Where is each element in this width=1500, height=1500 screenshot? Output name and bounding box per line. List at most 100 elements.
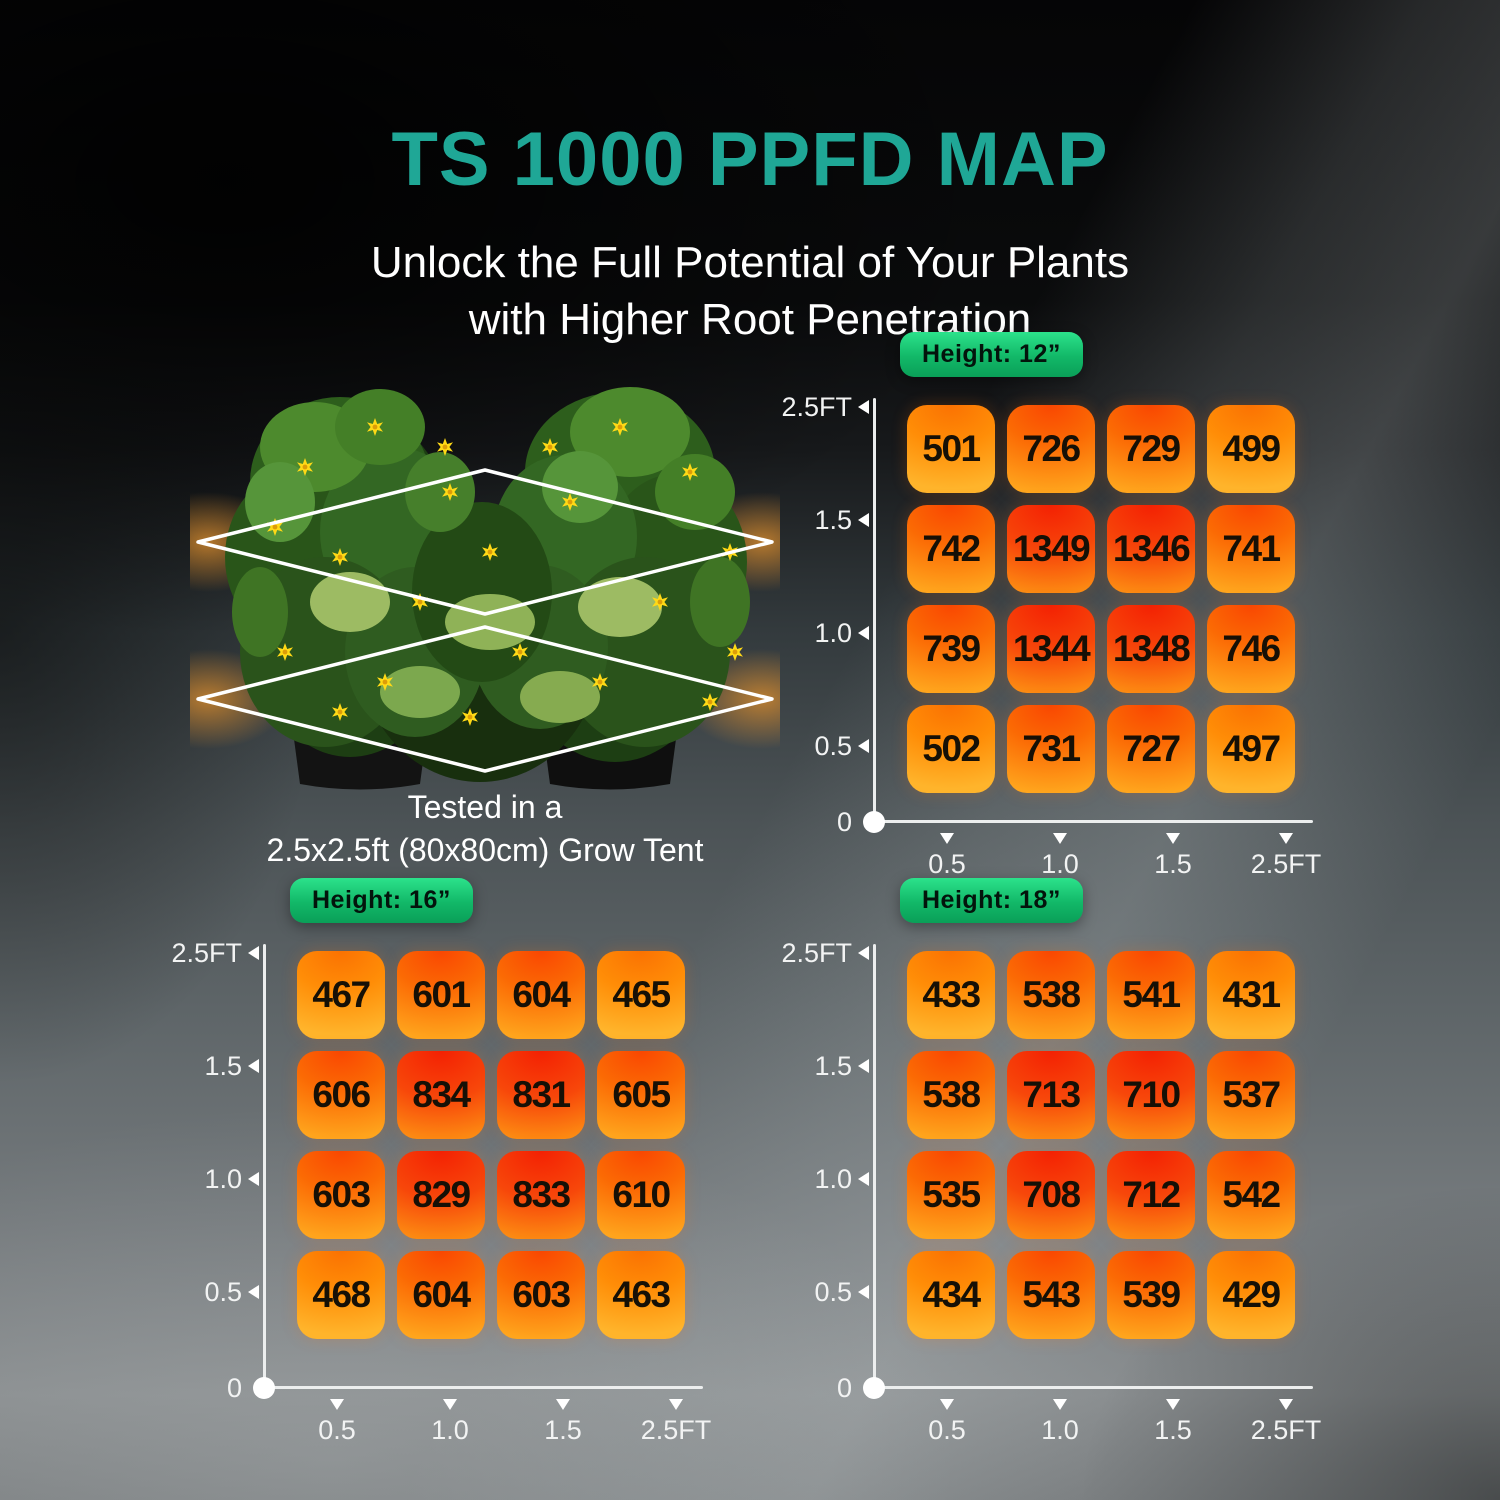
y-tick-icon [858,513,869,527]
y-axis-line [873,944,876,1389]
x-tick-icon [556,1399,570,1410]
x-axis-label: 2.5FT [1250,849,1322,879]
ppfd-cell: 610 [597,1151,685,1239]
y-axis-label: 0.5 [814,731,852,761]
ppfd-plot: 2.5FT 1.5 1.0 0.5 0 0.5 1.0 1.5 2.5FT 433 538 541 43… [770,938,1330,1474]
ppfd-cell: 727 [1107,705,1195,793]
ppfd-cell: 433 [907,951,995,1039]
ppfd-cell: 710 [1107,1051,1195,1139]
y-axis-origin-label: 0 [836,807,852,837]
ppfd-grid-height-18in: Height: 18” 2.5FT 1.5 1.0 0.5 0 0.5 1.0 1.5 2.5F… [770,876,1330,1476]
ppfd-cell: 502 [907,705,995,793]
ppfd-cell: 741 [1207,505,1295,593]
ppfd-cell: 604 [497,951,585,1039]
ppfd-cell: 713 [1007,1051,1095,1139]
ppfd-cell: 501 [907,405,995,493]
x-tick-icon [1279,1399,1293,1410]
x-tick-icon [330,1399,344,1410]
ppfd-cell: 604 [397,1251,485,1339]
ppfd-cell: 463 [597,1251,685,1339]
y-axis-label: 2.5FT [171,938,242,968]
x-tick-icon [669,1399,683,1410]
ppfd-plot: 2.5FT 1.5 1.0 0.5 0 0.5 1.0 1.5 2.5FT 467 601 604 46… [160,938,720,1474]
x-tick-icon [1166,833,1180,844]
ppfd-cell: 742 [907,505,995,593]
x-tick-icon [940,1399,954,1410]
y-tick-icon [248,1285,259,1299]
y-tick-icon [248,1172,259,1186]
y-axis-label: 2.5FT [781,938,852,968]
ppfd-cell: 605 [597,1051,685,1139]
y-tick-icon [858,1059,869,1073]
ppfd-cell: 603 [497,1251,585,1339]
ppfd-cell: 431 [1207,951,1295,1039]
ppfd-cell: 538 [1007,951,1095,1039]
ppfd-plot: 2.5FT 1.5 1.0 0.5 0 0.5 1.0 1.5 2.5FT 501 726 729 49… [770,392,1330,928]
light-plane-outlines [196,468,774,773]
x-axis-label: 1.5 [1154,849,1192,879]
y-axis-label: 0.5 [204,1277,242,1307]
ppfd-cell: 829 [397,1151,485,1239]
x-axis-label: 1.5 [1154,1415,1192,1445]
y-axis-line [263,944,266,1389]
ppfd-cell: 708 [1007,1151,1095,1239]
ppfd-cell: 465 [597,951,685,1039]
y-axis-origin-label: 0 [836,1373,852,1403]
ppfd-cell: 729 [1107,405,1195,493]
ppfd-cell: 601 [397,951,485,1039]
x-axis-line [263,1386,703,1389]
ppfd-cell: 429 [1207,1251,1295,1339]
figure-caption-line-2: 2.5x2.5ft (80x80cm) Grow Tent [266,832,704,868]
ppfd-cell: 535 [907,1151,995,1239]
x-axis-label: 2.5FT [1250,1415,1322,1445]
ppfd-grid-height-12in: Height: 12” 2.5FT 1.5 1.0 0.5 0 0.5 1.0 1.5 2.5F… [770,330,1330,930]
y-tick-icon [858,739,869,753]
x-axis-label: 1.0 [431,1415,469,1445]
figure-caption-line-1: Tested in a [407,789,563,825]
plants-illustration [190,352,780,792]
y-tick-icon [858,946,869,960]
ppfd-cell: 1349 [1007,505,1095,593]
x-axis-label: 0.5 [318,1415,356,1445]
height-badge: Height: 16” [290,878,473,923]
ppfd-grid-height-16in: Height: 16” 2.5FT 1.5 1.0 0.5 0 0.5 1.0 1.5 2.5F… [160,876,720,1476]
x-axis-label: 1.5 [544,1415,582,1445]
x-axis-label: 1.0 [1041,849,1079,879]
ppfd-cell: 538 [907,1051,995,1139]
height-badge: Height: 18” [900,878,1083,923]
y-axis-label: 1.0 [814,618,852,648]
y-tick-icon [858,1172,869,1186]
ppfd-cell: 543 [1007,1251,1095,1339]
origin-dot [863,1377,885,1399]
light-plane-outline-upper [196,468,774,616]
ppfd-cell: 1348 [1107,605,1195,693]
x-axis-label: 0.5 [928,849,966,879]
ppfd-cell: 497 [1207,705,1295,793]
y-axis-label: 1.5 [204,1051,242,1081]
ppfd-cell: 739 [907,605,995,693]
y-axis-label: 1.0 [204,1164,242,1194]
ppfd-cell: 833 [497,1151,585,1239]
x-tick-icon [1053,833,1067,844]
light-plane-outline-lower [196,625,774,773]
ppfd-cell: 606 [297,1051,385,1139]
subtitle-line-1: Unlock the Full Potential of Your Plants [370,238,1130,287]
page-title: TS 1000 PPFD MAP [391,117,1109,202]
x-tick-icon [443,1399,457,1410]
ppfd-cell: 712 [1107,1151,1195,1239]
origin-dot [253,1377,275,1399]
ppfd-cell: 537 [1207,1051,1295,1139]
y-tick-icon [248,1059,259,1073]
x-tick-icon [1166,1399,1180,1410]
ppfd-cell: 539 [1107,1251,1195,1339]
ppfd-cell: 468 [297,1251,385,1339]
ppfd-cell: 726 [1007,405,1095,493]
foliage [225,387,750,782]
x-axis-label: 1.0 [1041,1415,1079,1445]
ppfd-cell: 603 [297,1151,385,1239]
y-axis-label: 0.5 [814,1277,852,1307]
y-axis-label: 1.5 [814,1051,852,1081]
y-axis-origin-label: 0 [226,1373,242,1403]
ppfd-cell: 1344 [1007,605,1095,693]
y-axis-line [873,398,876,823]
